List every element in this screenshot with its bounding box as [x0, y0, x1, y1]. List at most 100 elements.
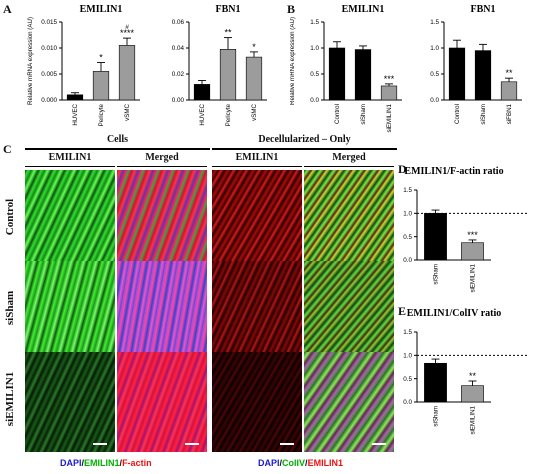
micrograph-control-cells-emilin1: [25, 170, 115, 270]
y-tick-label: 1.0: [403, 353, 412, 360]
significance-label: ***: [384, 74, 395, 84]
x-tick-label: Control: [334, 104, 341, 124]
x-tick-label: siEMILIN1: [470, 405, 477, 434]
legend-sep: /: [119, 458, 123, 468]
significance-label: *: [252, 42, 256, 52]
y-tick-label: 0.5: [430, 71, 439, 78]
scale-bar: [93, 443, 107, 445]
chart-title: EMILIN1: [342, 4, 385, 15]
y-tick-label: 0.5: [403, 376, 412, 383]
y-tick-label: 0.00: [172, 97, 185, 104]
bar-huvec: [66, 94, 84, 101]
bar-siemilin1: [461, 242, 484, 261]
x-tick-label: vSMC: [251, 103, 258, 120]
significance-label: **: [469, 371, 477, 381]
y-tick-label: 0.0: [403, 399, 412, 406]
y-tick-label: 0.005: [41, 71, 57, 78]
bar-siemilin1: [461, 385, 484, 403]
bar-siemilin1: [380, 85, 398, 101]
legend-factin: F-actin: [122, 458, 152, 468]
bar-pericyte: [92, 71, 110, 101]
group-line-cells: [25, 148, 210, 150]
y-axis-label: Relative mRNA expression (AU): [290, 17, 296, 105]
chart-d: EMILIN1/F-actin ratioRelative EMILN1 are…: [403, 166, 527, 293]
y-tick-label: 0.000: [41, 97, 57, 104]
legend-sep: /: [305, 458, 308, 468]
chart-title: EMILIN1: [80, 4, 123, 15]
legend-emilin1: EMILIN1: [84, 458, 120, 468]
significance-label: **: [224, 28, 232, 38]
significance-label: *: [99, 53, 103, 63]
y-tick-label: 0.04: [172, 45, 185, 52]
group-header-decell: Decellularized – Only: [258, 134, 351, 145]
x-tick-label: Pericyte: [98, 103, 105, 126]
scale-bar: [185, 443, 199, 445]
col-header-decell-merged: Merged: [332, 152, 366, 163]
scale-bar: [372, 443, 386, 445]
panel-letter-c: C: [3, 142, 12, 156]
micrograph-control-decell-merged: [304, 170, 394, 270]
micrograph-siemilin1-decell-merged: [304, 352, 394, 452]
y-tick-label: 0.010: [41, 45, 57, 52]
x-tick-label: siEMILIN1: [386, 103, 393, 132]
significance-label: ***: [467, 230, 478, 240]
y-tick-label: 1.0: [310, 45, 319, 52]
chart-a2: FBN1 0.00 0.02 0.04 0.06 HUVEC ** Pericyte * vSMC: [172, 4, 267, 126]
panel-letter-a: A: [3, 2, 12, 16]
y-axis-label: Relative mRNA expression (AU): [27, 17, 34, 105]
significance-label: ****: [120, 28, 135, 38]
y-tick-label: 0.0: [430, 97, 439, 104]
bar-control: [328, 47, 346, 101]
micrograph-siemilin1-decell-emilin1: [212, 352, 302, 452]
bar-vsmc: [245, 56, 263, 101]
y-tick-label: 1.5: [310, 19, 319, 26]
x-tick-label: HUVEC: [199, 103, 206, 125]
bar-huvec: [193, 84, 211, 101]
chart-title: FBN1: [216, 4, 241, 15]
micrograph-sisham-cells-merged: [117, 261, 207, 361]
y-tick-label: 0.0: [403, 257, 412, 264]
bar-sisham: [424, 213, 447, 261]
y-tick-label: 1.0: [403, 211, 412, 218]
col-line-1: [25, 166, 115, 167]
legend-sep: /: [81, 458, 85, 468]
row-label-sisham: siSham: [4, 290, 16, 326]
y-tick-label: 1.5: [403, 329, 412, 336]
chart-a1: EMILIN1 Relative mRNA expression (AU) 0.00…: [27, 4, 140, 126]
y-tick-label: 1.0: [430, 45, 439, 52]
bar-sisham: [424, 362, 447, 403]
chart-title: EMILIN1/ColIV ratio: [407, 308, 502, 319]
micrograph-siemilin1-cells-merged: [117, 352, 207, 452]
legend-emilin1: EMILIN1: [307, 458, 344, 468]
x-tick-label: siSham: [480, 104, 487, 125]
panel-letter-d: D: [398, 162, 407, 176]
bar-sifbn1: [500, 81, 518, 101]
x-tick-label: siFBN1: [506, 103, 513, 124]
row-label-control: Control: [4, 198, 16, 236]
x-tick-label: siSham: [360, 104, 367, 125]
micrograph-siemilin1-cells-emilin1: [25, 352, 115, 452]
legend-dapi: DAPI: [60, 458, 82, 468]
col-line-3: [212, 166, 302, 167]
micrograph-sisham-cells-emilin1: [25, 261, 115, 361]
bar-sisham: [354, 49, 372, 101]
y-tick-label: 0.015: [41, 19, 57, 26]
group-line-decell: [212, 148, 397, 150]
significance-label: **: [505, 68, 513, 78]
y-tick-label: 0.0: [310, 97, 319, 104]
legend-dapi: DAPI: [258, 458, 280, 468]
scale-bar: [280, 443, 294, 445]
stain-legend-decell: DAPI/ColIV/EMILIN1: [258, 458, 343, 468]
row-label-siemilin1: siEMILIN1: [4, 371, 16, 427]
micrograph-sisham-decell-merged: [304, 261, 394, 361]
bar-vsmc: [118, 45, 136, 101]
x-tick-label: siEMILIN1: [470, 263, 477, 292]
x-tick-label: siSham: [433, 264, 440, 285]
col-header-cells-emilin1: EMILIN1: [48, 152, 92, 163]
micrograph-control-cells-merged: [117, 170, 207, 270]
legend-coliv: ColIV: [282, 458, 306, 468]
chart-e: EMILIN1/ColIV ratioRelative EMILN1 area …: [403, 308, 527, 435]
x-tick-label: siSham: [433, 406, 440, 427]
micrograph-sisham-decell-emilin1: [212, 261, 302, 361]
x-tick-label: HUVEC: [72, 103, 79, 125]
